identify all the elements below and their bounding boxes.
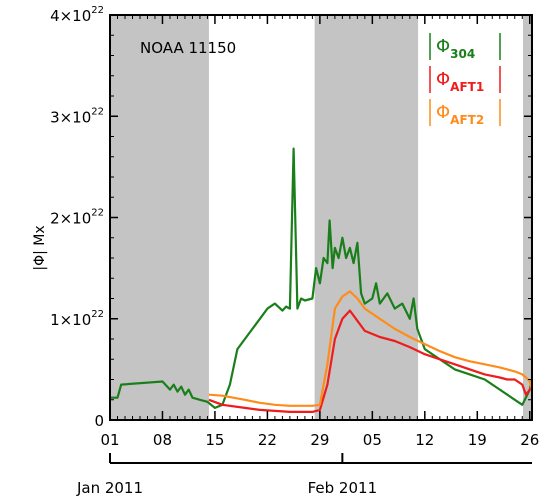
legend-label-phiaft2: ΦAFT2: [436, 102, 484, 127]
legend-entry-phiaft1: ΦAFT1: [430, 66, 500, 94]
y-tick-label-3: 3×1022: [50, 106, 104, 126]
shaded-intervals: [110, 15, 532, 420]
y-axis-label: |Φ| Mx: [32, 225, 48, 270]
shaded-interval-0: [110, 15, 209, 420]
x-tick-label-4: 29: [310, 431, 329, 449]
legend-label-phi304: Φ304: [436, 36, 475, 61]
legend: Φ304 ΦAFT1 ΦAFT2: [430, 33, 500, 127]
legend-entry-phi304: Φ304: [430, 33, 500, 61]
y-tick-label-0: 0: [94, 412, 104, 430]
x-tick-label-1: 08: [153, 431, 172, 449]
month-label-1: Feb 2011: [308, 479, 378, 497]
legend-entry-phiaft2: ΦAFT2: [430, 99, 500, 127]
x-tick-label-0: 01: [100, 431, 119, 449]
y-tick-label-2: 2×1022: [50, 208, 104, 228]
x-tick-label-7: 19: [468, 431, 487, 449]
legend-label-phiaft1: ΦAFT1: [436, 69, 484, 94]
x-tick-label-6: 12: [415, 431, 434, 449]
month-label-0: Jan 2011: [76, 479, 143, 497]
x-tick-label-8: 26: [520, 431, 539, 449]
y-tick-label-4: 4×1022: [50, 5, 104, 25]
y-tick-label-1: 1×1022: [50, 309, 104, 329]
shaded-interval-1: [315, 15, 418, 420]
x-tick-label-2: 15: [205, 431, 224, 449]
region-annotation: NOAA 11150: [140, 39, 236, 57]
month-axis: Jan 2011 Feb 2011: [76, 453, 532, 497]
x-tick-label-5: 05: [363, 431, 382, 449]
x-tick-label-3: 22: [258, 431, 277, 449]
